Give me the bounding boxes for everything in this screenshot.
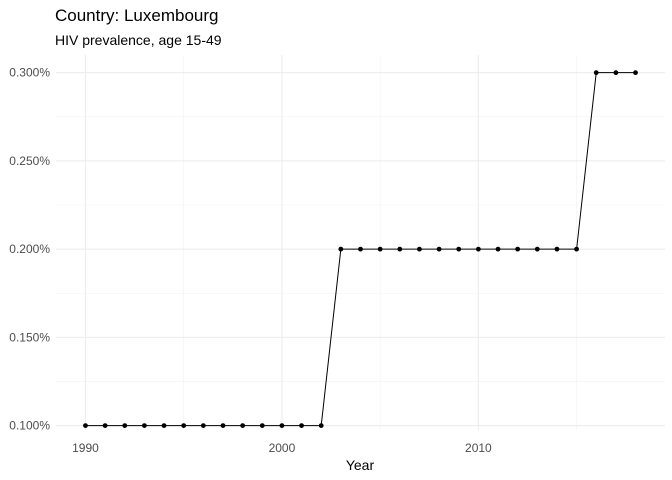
data-point <box>554 246 560 252</box>
y-axis-tick-labels: 0.100% 0.150% 0.200% 0.250% 0.300% <box>9 66 50 433</box>
data-point <box>456 246 462 252</box>
data-point <box>633 70 638 76</box>
chart-title: Country: Luxembourg <box>55 6 219 25</box>
data-point <box>299 423 304 428</box>
data-point <box>475 246 481 252</box>
data-point <box>318 423 324 428</box>
y-tick-label: 0.200% <box>9 242 50 256</box>
x-tick-label: 2010 <box>465 441 492 455</box>
data-point <box>515 246 521 252</box>
x-axis-title: Year <box>346 457 375 473</box>
data-point <box>220 423 226 428</box>
data-point <box>495 246 501 252</box>
data-point <box>181 423 187 428</box>
data-point <box>358 246 363 252</box>
data-point <box>102 423 108 428</box>
data-point <box>200 423 206 428</box>
data-point <box>338 246 344 252</box>
data-point <box>436 246 442 252</box>
y-tick-label: 0.100% <box>9 419 50 433</box>
data-point <box>279 423 285 428</box>
data-point <box>377 246 383 252</box>
x-axis-tick-labels: 1990 2000 2010 <box>72 441 492 455</box>
data-point <box>122 423 128 428</box>
data-point <box>142 423 147 428</box>
minor-gridlines <box>56 55 665 430</box>
y-tick-label: 0.250% <box>9 154 50 168</box>
data-point <box>593 70 599 76</box>
y-tick-label: 0.300% <box>9 66 50 80</box>
x-tick-label: 2000 <box>269 441 296 455</box>
data-point <box>613 70 619 76</box>
x-tick-label: 1990 <box>72 441 99 455</box>
data-point <box>259 423 265 428</box>
y-tick-label: 0.150% <box>9 330 50 344</box>
series-layer <box>83 70 638 428</box>
data-point <box>240 423 246 428</box>
data-point <box>534 246 540 252</box>
data-point <box>397 246 403 252</box>
data-point <box>417 246 422 252</box>
data-point <box>161 423 167 428</box>
data-point <box>83 423 88 428</box>
major-gridlines <box>56 55 665 430</box>
chart-subtitle: HIV prevalence, age 15-49 <box>55 32 222 48</box>
data-point <box>574 246 579 252</box>
